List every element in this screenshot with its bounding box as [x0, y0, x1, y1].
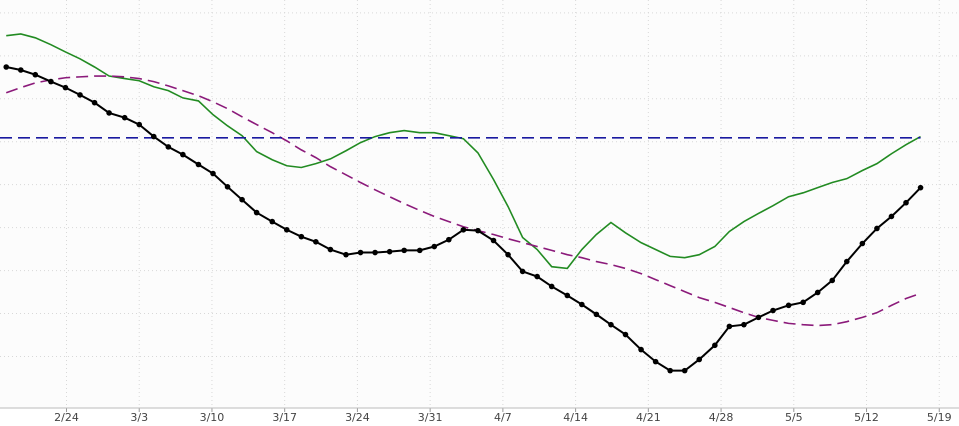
plot-area: [0, 0, 959, 408]
point: [343, 251, 349, 258]
point: [224, 184, 231, 190]
point: [785, 302, 792, 309]
point: [638, 346, 644, 353]
point: [32, 71, 39, 78]
point: [681, 367, 688, 374]
point: [667, 367, 673, 374]
point: [874, 225, 880, 232]
point: [48, 78, 54, 85]
point: [755, 314, 762, 321]
point: [829, 277, 836, 284]
point: [136, 121, 143, 128]
series-line: [6, 33, 921, 270]
point: [195, 161, 202, 168]
point: [17, 67, 24, 73]
point: [548, 283, 555, 290]
point: [475, 227, 481, 234]
point: [608, 321, 614, 328]
point: [859, 240, 866, 247]
x-tick-label: 3/3: [130, 411, 148, 424]
point: [327, 246, 334, 253]
x-tick-label: 5/5: [785, 411, 803, 424]
point: [490, 237, 497, 244]
point: [814, 289, 821, 296]
point: [903, 199, 909, 206]
point: [3, 64, 10, 70]
point: [564, 292, 571, 299]
x-tick-label: 3/17: [272, 411, 297, 424]
point: [622, 331, 629, 338]
x-tick-label: 5/19: [927, 411, 952, 424]
point: [253, 209, 260, 216]
x-tick-label: 2/24: [54, 411, 79, 424]
point: [917, 184, 924, 191]
point: [446, 236, 452, 243]
point: [106, 110, 112, 116]
point: [431, 243, 438, 250]
point: [696, 356, 703, 363]
x-tick-label: 3/24: [345, 411, 370, 424]
point: [800, 299, 806, 306]
point: [372, 249, 378, 256]
point: [165, 144, 172, 150]
x-tick-label: 3/10: [200, 411, 225, 424]
x-tick-label: 5/12: [854, 411, 879, 424]
point: [357, 249, 364, 256]
point: [298, 233, 305, 240]
x-tick-label: 3/31: [418, 411, 443, 424]
point: [888, 213, 895, 220]
x-tick-label: 4/14: [563, 411, 588, 424]
point: [712, 342, 718, 349]
point: [62, 84, 69, 91]
x-tick-label: 4/7: [494, 411, 512, 424]
series-line: [5, 75, 921, 327]
point: [91, 99, 98, 106]
point: [741, 321, 747, 328]
x-tick-label: 4/21: [636, 411, 661, 424]
point: [652, 358, 659, 365]
point: [505, 251, 511, 258]
point: [534, 273, 540, 280]
point: [770, 307, 776, 314]
point: [726, 323, 733, 330]
point: [121, 114, 128, 121]
point: [269, 218, 276, 225]
point: [283, 226, 290, 233]
point: [460, 226, 467, 233]
point: [77, 92, 83, 98]
point: [150, 133, 157, 140]
point: [519, 268, 526, 275]
point: [313, 238, 319, 245]
point: [593, 311, 600, 318]
point: [579, 301, 585, 308]
point: [401, 247, 407, 254]
point: [239, 196, 245, 203]
point: [210, 170, 216, 177]
point: [386, 248, 393, 255]
x-tick-label: 4/28: [709, 411, 734, 424]
point: [843, 258, 850, 265]
point: [180, 151, 186, 158]
point: [416, 247, 423, 254]
